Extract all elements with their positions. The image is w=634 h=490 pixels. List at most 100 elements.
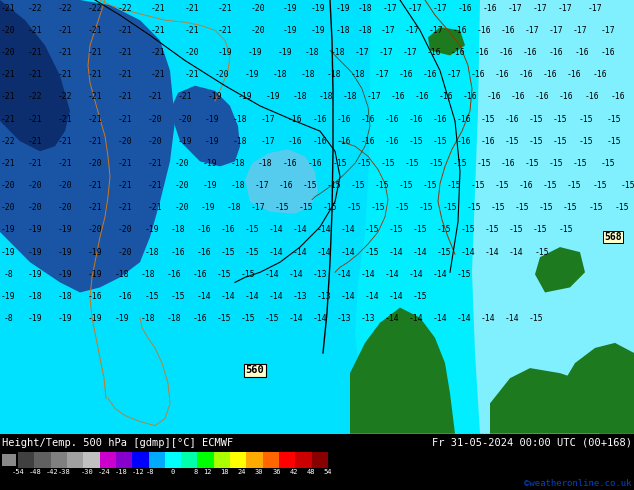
Text: -21: -21 bbox=[87, 203, 102, 212]
Bar bbox=[2, 454, 16, 466]
Text: -14: -14 bbox=[317, 225, 332, 234]
Text: -19: -19 bbox=[283, 26, 297, 35]
Text: -17: -17 bbox=[432, 3, 448, 13]
Text: -20: -20 bbox=[215, 70, 230, 79]
Text: -21: -21 bbox=[28, 70, 42, 79]
Text: -18: -18 bbox=[335, 26, 351, 35]
Text: -14: -14 bbox=[293, 247, 307, 257]
Text: -17: -17 bbox=[375, 70, 389, 79]
Text: -15: -15 bbox=[543, 181, 557, 190]
Text: -19: -19 bbox=[205, 137, 219, 146]
Bar bbox=[197, 452, 214, 468]
Text: -18: -18 bbox=[167, 314, 181, 323]
Text: -21: -21 bbox=[1, 115, 15, 123]
Text: -21: -21 bbox=[184, 70, 199, 79]
Text: -16: -16 bbox=[193, 314, 207, 323]
Text: -15: -15 bbox=[447, 181, 462, 190]
Text: -13: -13 bbox=[337, 314, 351, 323]
Text: -15: -15 bbox=[573, 159, 587, 168]
Text: -16: -16 bbox=[193, 270, 207, 279]
Text: -18: -18 bbox=[141, 270, 155, 279]
Text: -16: -16 bbox=[167, 270, 181, 279]
Text: -20: -20 bbox=[148, 115, 162, 123]
Text: -18: -18 bbox=[115, 469, 127, 475]
Text: -15: -15 bbox=[423, 181, 437, 190]
Text: -13: -13 bbox=[293, 292, 307, 301]
Bar bbox=[312, 452, 328, 468]
Text: -21: -21 bbox=[1, 3, 15, 13]
Text: -8: -8 bbox=[3, 314, 13, 323]
Text: 54: 54 bbox=[324, 469, 332, 475]
Text: -19: -19 bbox=[266, 92, 280, 101]
Text: -16: -16 bbox=[593, 70, 607, 79]
Text: -15: -15 bbox=[589, 203, 604, 212]
Text: -20: -20 bbox=[58, 181, 72, 190]
Text: -19: -19 bbox=[248, 48, 262, 57]
Text: -21: -21 bbox=[148, 181, 162, 190]
Text: -15: -15 bbox=[327, 181, 341, 190]
Text: -15: -15 bbox=[245, 225, 259, 234]
Text: Height/Temp. 500 hPa [gdmp][°C] ECMWF: Height/Temp. 500 hPa [gdmp][°C] ECMWF bbox=[2, 438, 233, 448]
Text: -14: -14 bbox=[409, 270, 424, 279]
Text: -20: -20 bbox=[1, 26, 15, 35]
Polygon shape bbox=[355, 0, 634, 434]
Text: -21: -21 bbox=[148, 203, 162, 212]
Text: -22: -22 bbox=[28, 92, 42, 101]
Text: -19: -19 bbox=[1, 247, 15, 257]
Text: -19: -19 bbox=[28, 247, 42, 257]
Text: -14: -14 bbox=[361, 270, 375, 279]
Polygon shape bbox=[170, 86, 240, 167]
Text: -15: -15 bbox=[553, 115, 567, 123]
Text: -21: -21 bbox=[87, 92, 102, 101]
Text: -15: -15 bbox=[432, 137, 448, 146]
Text: -15: -15 bbox=[389, 225, 403, 234]
Text: 18: 18 bbox=[221, 469, 229, 475]
Text: -16: -16 bbox=[487, 92, 501, 101]
Text: -17: -17 bbox=[447, 70, 462, 79]
Text: -14: -14 bbox=[432, 270, 448, 279]
Text: -15: -15 bbox=[302, 181, 317, 190]
Text: -21: -21 bbox=[87, 70, 102, 79]
Text: -18: -18 bbox=[257, 159, 273, 168]
Text: -16: -16 bbox=[197, 225, 211, 234]
Text: -21: -21 bbox=[118, 26, 133, 35]
Text: -14: -14 bbox=[385, 270, 399, 279]
Text: -16: -16 bbox=[543, 70, 557, 79]
Text: -14: -14 bbox=[313, 314, 327, 323]
Bar bbox=[181, 452, 197, 468]
Text: -15: -15 bbox=[299, 203, 313, 212]
Text: -19: -19 bbox=[1, 225, 15, 234]
Text: -16: -16 bbox=[453, 26, 467, 35]
Text: -16: -16 bbox=[585, 92, 599, 101]
Text: -16: -16 bbox=[87, 292, 102, 301]
Bar bbox=[279, 452, 295, 468]
Text: 560: 560 bbox=[245, 365, 264, 375]
Text: -15: -15 bbox=[456, 270, 471, 279]
Text: -15: -15 bbox=[470, 181, 485, 190]
Text: -15: -15 bbox=[221, 247, 235, 257]
Text: -21: -21 bbox=[58, 70, 72, 79]
Text: -21: -21 bbox=[184, 26, 199, 35]
Text: -18: -18 bbox=[58, 292, 72, 301]
Text: -18: -18 bbox=[293, 92, 307, 101]
Text: -17: -17 bbox=[408, 3, 422, 13]
Text: -21: -21 bbox=[151, 70, 165, 79]
Text: 8: 8 bbox=[194, 469, 198, 475]
Text: -15: -15 bbox=[371, 203, 385, 212]
Text: -16: -16 bbox=[481, 137, 495, 146]
Text: -14: -14 bbox=[365, 292, 379, 301]
Text: -8: -8 bbox=[3, 270, 13, 279]
Text: -19: -19 bbox=[335, 3, 351, 13]
Text: -21: -21 bbox=[118, 181, 133, 190]
Text: -20: -20 bbox=[87, 225, 102, 234]
Text: -21: -21 bbox=[118, 159, 133, 168]
Text: -15: -15 bbox=[413, 225, 427, 234]
Text: -16: -16 bbox=[361, 137, 375, 146]
Text: -15: -15 bbox=[579, 115, 593, 123]
Text: -8: -8 bbox=[146, 469, 154, 475]
Text: -13: -13 bbox=[361, 314, 375, 323]
Text: -19: -19 bbox=[58, 270, 72, 279]
Text: -14: -14 bbox=[456, 314, 471, 323]
Text: -21: -21 bbox=[87, 48, 102, 57]
Text: -16: -16 bbox=[361, 115, 375, 123]
